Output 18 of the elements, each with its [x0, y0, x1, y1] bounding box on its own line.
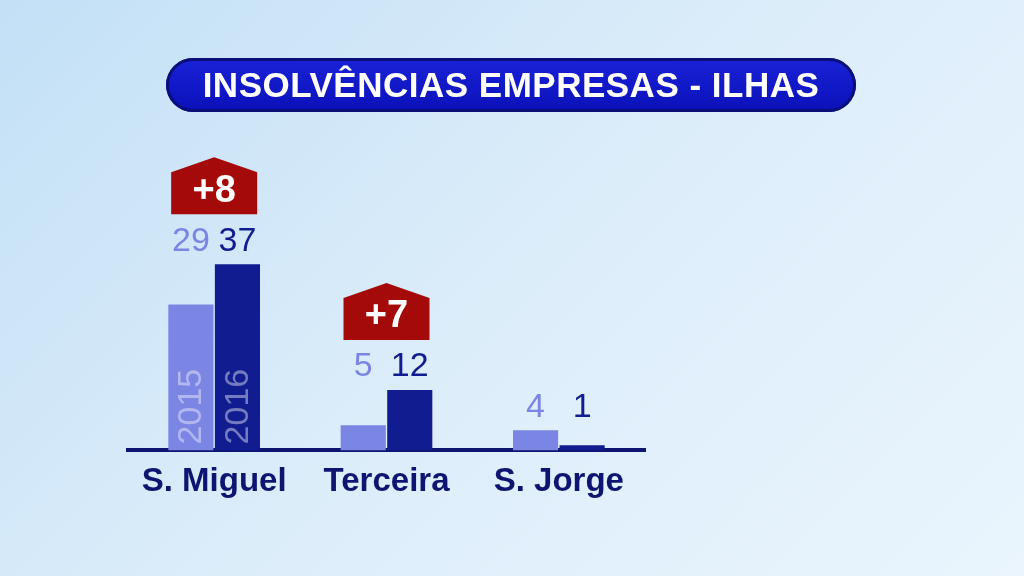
data-label: 37	[218, 219, 257, 258]
data-label: 4	[526, 385, 546, 424]
data-label: 5	[353, 345, 373, 384]
data-label: 29	[171, 219, 210, 258]
series-label: 2016	[216, 368, 255, 445]
bar	[340, 425, 386, 451]
annotation: +8	[192, 167, 236, 210]
bar	[387, 390, 433, 451]
bar	[559, 445, 605, 451]
x-tick-label: S. Miguel	[141, 461, 287, 499]
chart-title: INSOLVÊNCIAS EMPRESAS - ILHAS	[166, 58, 856, 112]
bar	[214, 264, 260, 451]
data-label: 1	[572, 385, 592, 424]
bar	[513, 430, 559, 451]
x-tick-label: Terceira	[323, 461, 451, 499]
x-tick-label: S. Jorge	[493, 461, 624, 499]
annotation: +7	[364, 293, 409, 336]
data-label: 12	[390, 345, 429, 384]
